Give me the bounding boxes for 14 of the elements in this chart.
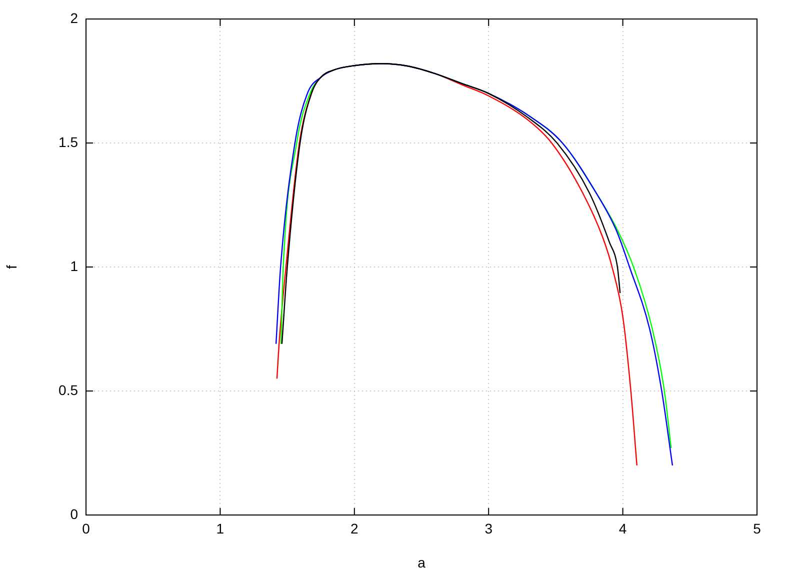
y-tick-label: 1.5 <box>58 134 78 150</box>
x-tick-label: 3 <box>484 520 493 536</box>
y-tick-label: 0.5 <box>58 382 78 398</box>
y-tick-label: 1 <box>70 258 78 274</box>
line-series <box>281 63 621 344</box>
x-tick-label: 1 <box>216 520 224 536</box>
x-tick-label: 0 <box>82 520 90 536</box>
x-tick-label: 2 <box>350 520 358 536</box>
x-tick-label: 5 <box>753 520 762 536</box>
x-axis-title: a <box>418 554 426 570</box>
y-tick-label: 2 <box>70 10 78 26</box>
y-axis-title: f <box>3 264 20 269</box>
y-tick-label: 0 <box>70 506 78 522</box>
x-tick-label: 4 <box>618 520 627 536</box>
